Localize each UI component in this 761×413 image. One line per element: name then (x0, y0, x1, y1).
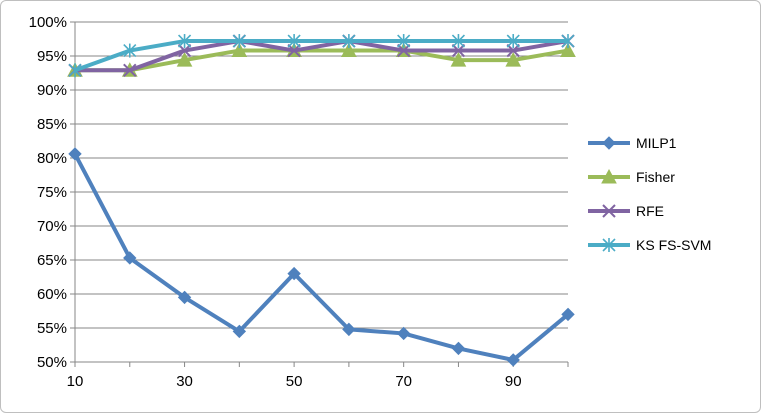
y-axis-ticks: 50% 55% 60% 65% 70% 75% 80% 85% 90% 95% 100% (29, 14, 75, 371)
legend-label: KS FS-SVM (636, 237, 711, 253)
data-point (176, 52, 193, 67)
legend-label: Fisher (636, 169, 675, 185)
data-point (396, 326, 411, 341)
data-point (231, 42, 248, 58)
series-line (75, 48, 569, 73)
legend-item: KS FS-SVM (588, 237, 711, 253)
legend-label: MILP1 (636, 135, 677, 151)
y-tick-label: 50% (37, 354, 67, 371)
data-point (397, 34, 411, 49)
x-tick-label: 30 (176, 373, 193, 390)
y-tick-label: 55% (37, 320, 67, 337)
data-point (505, 52, 522, 67)
legend-item: MILP1 (588, 135, 677, 151)
series-line (73, 152, 570, 362)
x-tick-label: 70 (395, 373, 412, 390)
series-milp1 (68, 147, 575, 367)
data-point (561, 307, 575, 322)
legend-marker (601, 168, 617, 184)
y-tick-label: 75% (37, 184, 67, 201)
data-point (232, 324, 247, 339)
y-tick-label: 90% (37, 82, 67, 99)
data-point (123, 251, 137, 265)
legend-marker (602, 204, 616, 218)
legend-marker (602, 136, 616, 150)
data-point (560, 42, 576, 58)
data-point (68, 63, 82, 78)
y-tick-label: 80% (37, 150, 67, 167)
y-tick-label: 70% (37, 218, 67, 235)
y-tick-label: 100% (29, 14, 67, 31)
legend-item: RFE (588, 203, 664, 219)
series-line (75, 39, 569, 73)
data-point (177, 34, 192, 49)
data-point (68, 147, 82, 161)
gridlines (75, 21, 568, 329)
data-point (287, 34, 301, 49)
data-point (177, 290, 192, 305)
data-point (287, 266, 301, 281)
legend-marker (602, 238, 616, 252)
data-point (451, 34, 466, 49)
x-tick-label: 10 (67, 373, 84, 390)
data-point (177, 43, 192, 58)
series-ks-fs-svm (68, 34, 575, 78)
x-tick-label: 90 (505, 373, 522, 390)
y-tick-label: 85% (37, 116, 67, 133)
data-point (561, 34, 575, 49)
data-point (232, 34, 246, 49)
data-point (123, 63, 137, 77)
data-point (506, 34, 520, 49)
data-point (342, 34, 356, 49)
data-point (342, 322, 356, 337)
y-tick-label: 65% (37, 252, 67, 269)
data-point (506, 353, 520, 367)
legend-label: RFE (636, 203, 664, 219)
data-point (450, 52, 467, 67)
x-tick-label: 50 (286, 373, 303, 390)
legend: MILP1 Fisher RFE KS FS-SVM (588, 135, 711, 253)
y-tick-label: 95% (37, 48, 67, 65)
series-line (74, 39, 568, 73)
data-point (287, 43, 301, 58)
legend-item: Fisher (588, 168, 675, 185)
data-point (123, 43, 137, 58)
data-point (396, 43, 411, 58)
data-point (451, 43, 466, 58)
data-point (451, 341, 466, 356)
y-tick-label: 60% (37, 286, 67, 303)
series-group (67, 34, 576, 367)
data-point (506, 43, 520, 58)
data-point (341, 42, 357, 58)
x-axis-ticks: 10 30 50 70 90 (67, 362, 569, 390)
